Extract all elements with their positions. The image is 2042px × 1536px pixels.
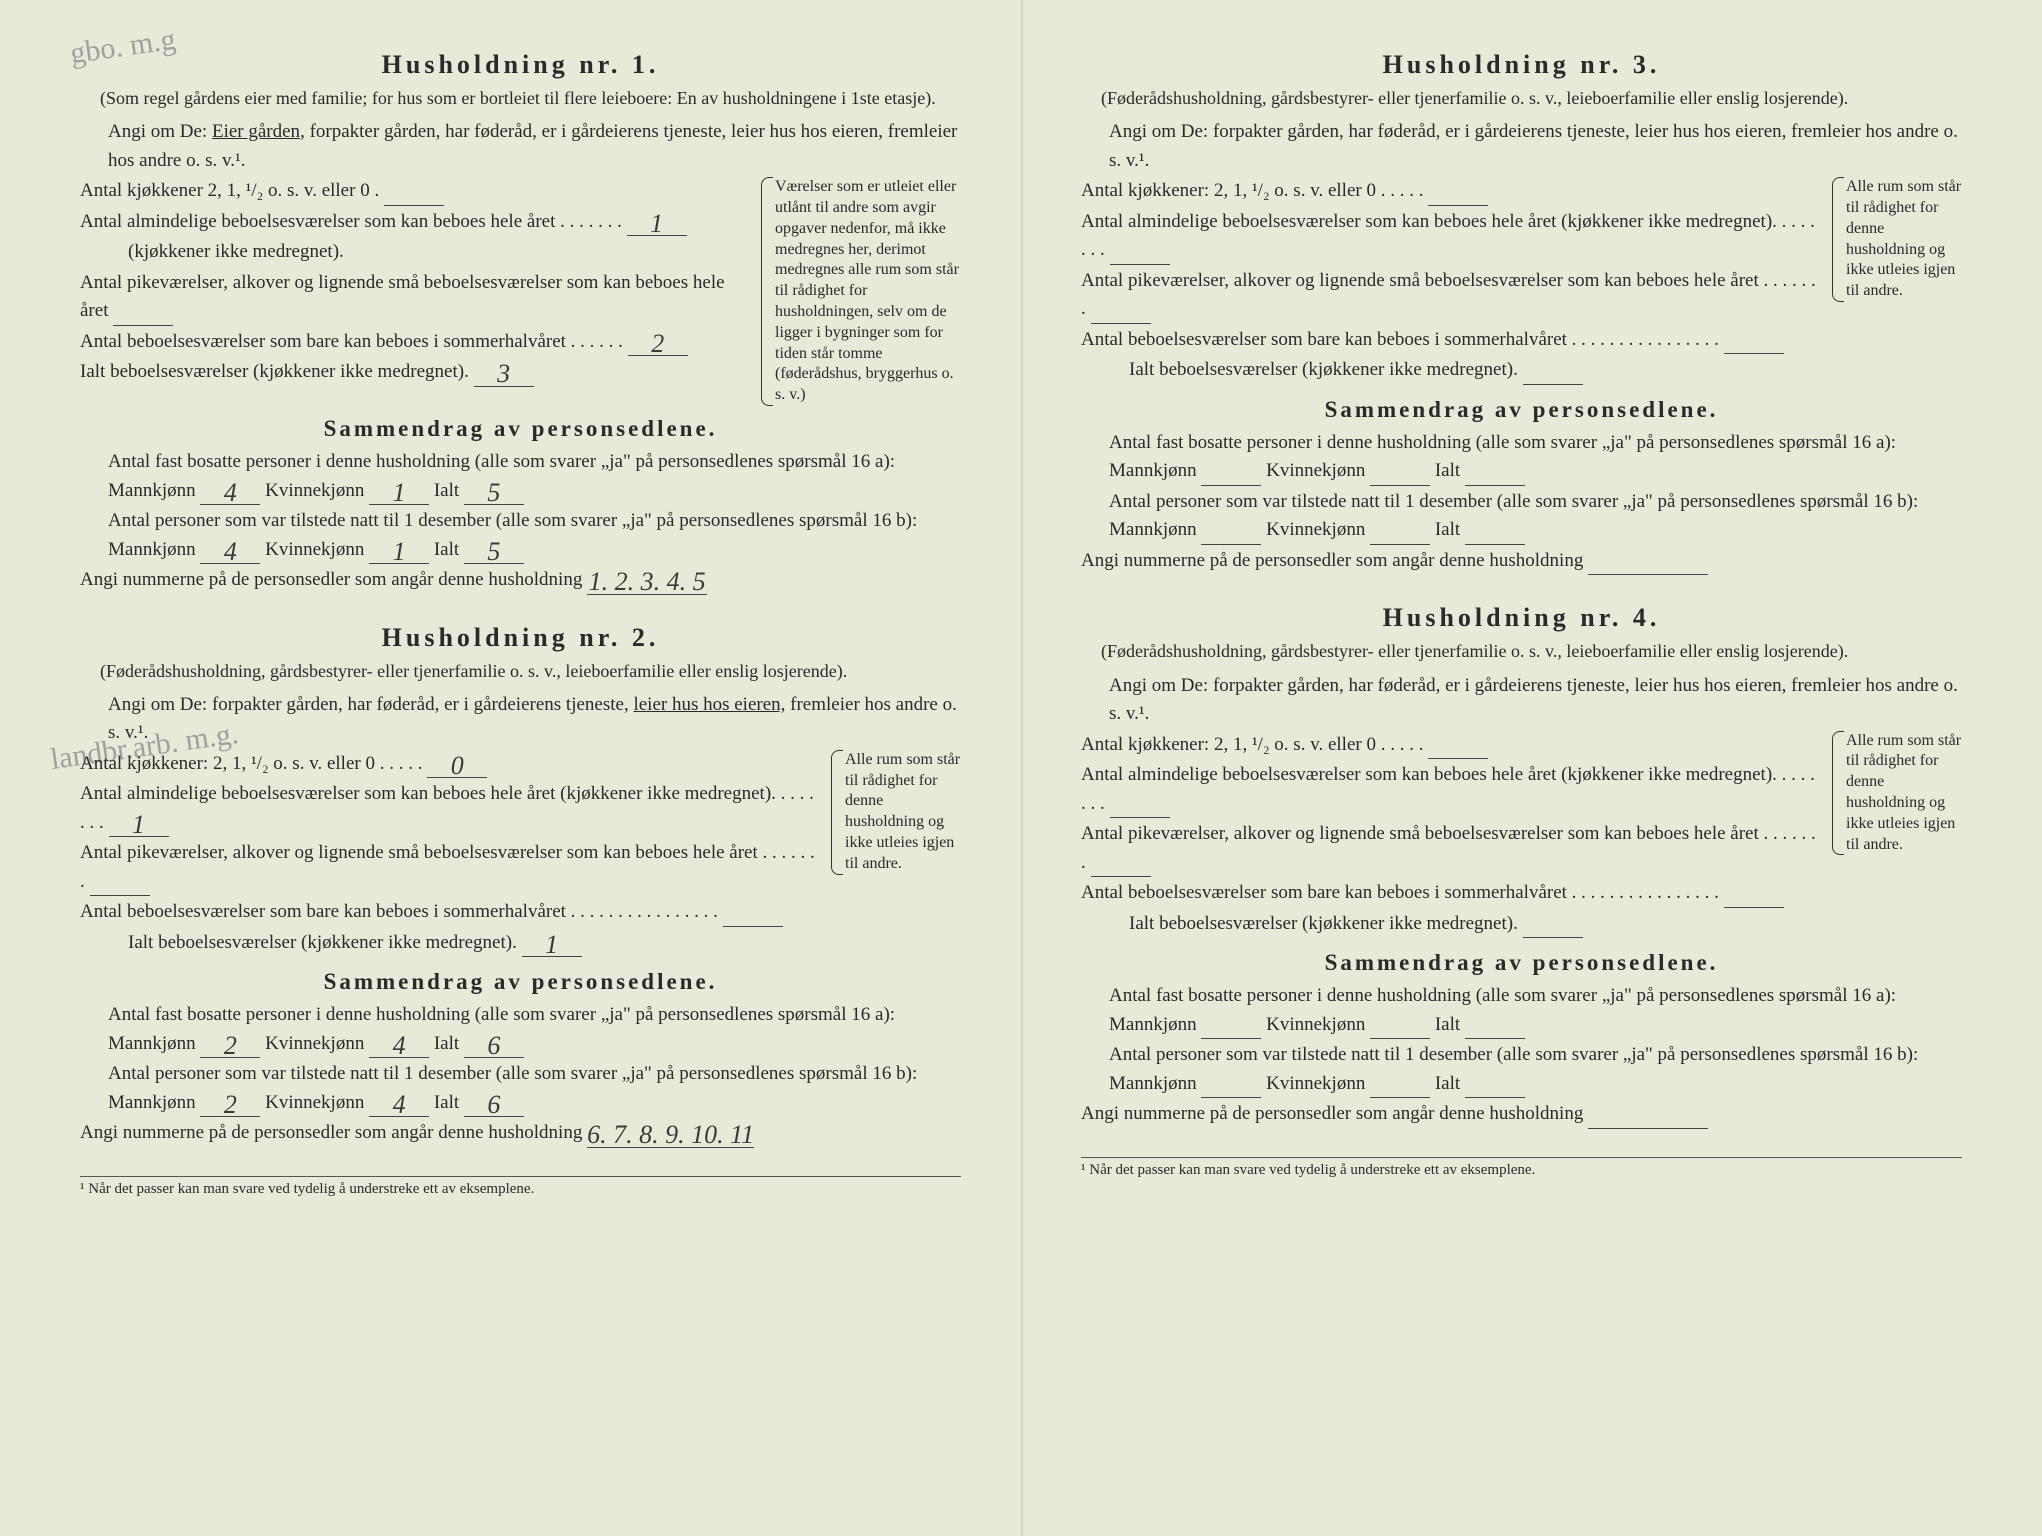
left-page: gbo. m.g Husholdning nr. 1. (Som regel g… (0, 0, 1021, 1536)
h2-sum-a: Antal fast bosatte personer i denne hush… (80, 1001, 961, 1058)
h2-numline: Angi nummerne på de personsedler som ang… (80, 1119, 961, 1148)
brace-icon (761, 177, 773, 406)
household-2: Husholdning nr. 2. (Føderådshusholdning,… (80, 623, 961, 1148)
h4-angi: Angi om De: forpakter gården, har føderå… (1081, 672, 1962, 729)
h2-intro: (Føderådshusholdning, gårdsbestyrer- ell… (80, 659, 961, 683)
h4-sum-b: Antal personer som var tilstede natt til… (1081, 1041, 1962, 1098)
footnote-right: ¹ Når det passer kan man svare ved tydel… (1081, 1157, 1962, 1179)
h2-side-note: Alle rum som står til rådighet for denne… (831, 750, 961, 875)
h1-numline: Angi nummerne på de personsedler som ang… (80, 566, 961, 595)
h3-ialt: Ialt beboelsesværelser (kjøkkener ikke m… (1081, 356, 1820, 385)
h3-title: Husholdning nr. 3. (1081, 50, 1962, 80)
h3-sum-b: Antal personer som var tilstede natt til… (1081, 488, 1962, 545)
h2-angi: Angi om De: forpakter gården, har føderå… (80, 691, 961, 748)
h1-sommer: Antal beboelsesværelser som bare kan beb… (80, 328, 749, 357)
h1-side-note: Værelser som er utleiet eller utlånt til… (761, 177, 961, 406)
h2-sum-b: Antal personer som var tilstede natt til… (80, 1060, 961, 1117)
household-3: Husholdning nr. 3. (Føderådshusholdning,… (1081, 50, 1962, 575)
h3-side-note: Alle rum som står til rådighet for denne… (1832, 177, 1962, 302)
h4-ialt: Ialt beboelsesværelser (kjøkkener ikke m… (1081, 910, 1820, 939)
h2-room-block: Antal kjøkkener: 2, 1, ¹/₂ o. s. v. elle… (80, 750, 961, 960)
h1-ialt: Ialt beboelsesværelser (kjøkkener ikke m… (80, 358, 749, 387)
h4-intro: (Føderådshusholdning, gårdsbestyrer- ell… (1081, 639, 1962, 663)
h4-side-note: Alle rum som står til rådighet for denne… (1832, 731, 1962, 856)
h1-sum-a: Antal fast bosatte personer i denne hush… (80, 448, 961, 505)
h3-sum-title: Sammendrag av personsedlene. (1081, 397, 1962, 423)
h1-room-block: Antal kjøkkener 2, 1, ¹/₂ o. s. v. eller… (80, 177, 961, 406)
h4-room-block: Antal kjøkkener: 2, 1, ¹/₂ o. s. v. elle… (1081, 731, 1962, 941)
h4-sommer: Antal beboelsesværelser som bare kan beb… (1081, 879, 1820, 908)
household-1: Husholdning nr. 1. (Som regel gårdens ei… (80, 50, 961, 595)
h3-kjokken: Antal kjøkkener: 2, 1, ¹/₂ o. s. v. elle… (1081, 177, 1820, 206)
h4-pike: Antal pikeværelser, alkover og lignende … (1081, 820, 1820, 877)
h1-intro: (Som regel gårdens eier med familie; for… (80, 86, 961, 110)
brace-icon (1832, 177, 1844, 302)
h1-angi-pre: Angi om De: (108, 121, 212, 142)
h1-pike: Antal pikeværelser, alkover og lignende … (80, 269, 749, 326)
h4-kjokken: Antal kjøkkener: 2, 1, ¹/₂ o. s. v. elle… (1081, 731, 1820, 760)
h1-sum-title: Sammendrag av personsedlene. (80, 416, 961, 442)
h4-alm: Antal almindelige beboelsesværelser som … (1081, 761, 1820, 818)
h4-sum-a: Antal fast bosatte personer i denne hush… (1081, 982, 1962, 1039)
brace-icon (831, 750, 843, 875)
right-page: Husholdning nr. 3. (Føderådshusholdning,… (1021, 0, 2042, 1536)
h1-title: Husholdning nr. 1. (80, 50, 961, 80)
h1-angi-under: Eier gården (212, 121, 300, 142)
household-4: Husholdning nr. 4. (Føderådshusholdning,… (1081, 603, 1962, 1128)
footnote-left: ¹ Når det passer kan man svare ved tydel… (80, 1176, 961, 1198)
h4-sum-title: Sammendrag av personsedlene. (1081, 950, 1962, 976)
h1-sum-b: Antal personer som var tilstede natt til… (80, 507, 961, 564)
h3-intro: (Føderådshusholdning, gårdsbestyrer- ell… (1081, 86, 1962, 110)
h2-ialt: Ialt beboelsesværelser (kjøkkener ikke m… (80, 929, 819, 958)
h3-numline: Angi nummerne på de personsedler som ang… (1081, 547, 1962, 576)
h2-pike: Antal pikeværelser, alkover og lignende … (80, 839, 819, 896)
h3-pike: Antal pikeværelser, alkover og lignende … (1081, 267, 1820, 324)
h4-numline: Angi nummerne på de personsedler som ang… (1081, 1100, 1962, 1129)
h1-angi: Angi om De: Eier gården, forpakter gårde… (80, 118, 961, 175)
brace-icon (1832, 731, 1844, 856)
h3-alm: Antal almindelige beboelsesværelser som … (1081, 208, 1820, 265)
h2-alm: Antal almindelige beboelsesværelser som … (80, 780, 819, 837)
h3-sommer: Antal beboelsesværelser som bare kan beb… (1081, 326, 1820, 355)
h3-sum-a: Antal fast bosatte personer i denne hush… (1081, 429, 1962, 486)
h2-title: Husholdning nr. 2. (80, 623, 961, 653)
h1-kjokken: Antal kjøkkener 2, 1, ¹/₂ o. s. v. eller… (80, 177, 749, 206)
h3-angi: Angi om De: forpakter gården, har føderå… (1081, 118, 1962, 175)
h2-kjokken: Antal kjøkkener: 2, 1, ¹/₂ o. s. v. elle… (80, 750, 819, 779)
h1-alm: Antal almindelige beboelsesværelser som … (80, 208, 749, 237)
h1-alm-sub: (kjøkkener ikke medregnet). (80, 238, 749, 267)
h2-sommer: Antal beboelsesværelser som bare kan beb… (80, 898, 819, 927)
h3-room-block: Antal kjøkkener: 2, 1, ¹/₂ o. s. v. elle… (1081, 177, 1962, 387)
h4-title: Husholdning nr. 4. (1081, 603, 1962, 633)
h2-sum-title: Sammendrag av personsedlene. (80, 969, 961, 995)
